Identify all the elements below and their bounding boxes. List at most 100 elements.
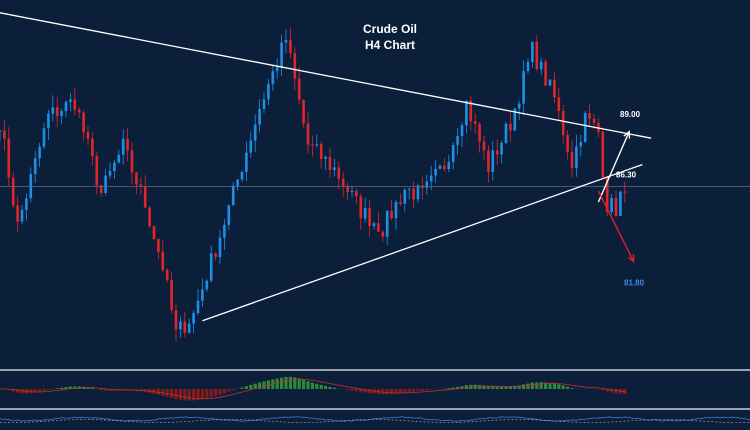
candle-body [425, 181, 429, 188]
candle-body [245, 152, 248, 172]
macd-bar [526, 383, 530, 389]
candle-body [16, 205, 19, 222]
candle-body [557, 97, 561, 111]
candle-body [95, 156, 99, 186]
candle-body [513, 108, 517, 131]
candle-body [258, 108, 261, 125]
macd-bar [174, 389, 178, 400]
candle-body [394, 202, 398, 219]
macd-bar [530, 382, 534, 389]
candle-body [157, 239, 160, 252]
candle-body [566, 135, 569, 152]
macd-bar [610, 389, 614, 393]
candle-body [240, 171, 244, 180]
macd-bar [244, 386, 248, 389]
macd-bar [156, 389, 160, 395]
macd-bar [64, 387, 68, 389]
candle-body [249, 140, 253, 153]
macd-bar [535, 382, 539, 389]
candle-body [372, 223, 376, 227]
candle-body [544, 61, 547, 86]
candle-body [126, 138, 129, 151]
candle-body [460, 125, 464, 137]
candle-body [575, 146, 578, 169]
macd-bar [425, 389, 429, 391]
candle-body [231, 185, 235, 206]
candle-body [25, 198, 28, 210]
macd-bar [275, 378, 279, 389]
candle-body [588, 113, 591, 119]
candle-body [368, 208, 371, 227]
candle-body [350, 191, 354, 193]
candle-body [487, 150, 490, 172]
candle-body [447, 161, 451, 170]
candle-body [3, 130, 6, 139]
candle-body [33, 158, 37, 175]
macd-bar [258, 382, 262, 389]
macd-bar [403, 389, 407, 393]
macd-bar [566, 386, 570, 389]
candles-layer [0, 28, 627, 342]
candle-body [509, 123, 512, 131]
macd-bar [108, 389, 112, 391]
candle-body [407, 188, 411, 190]
level-label-89: 89.00 [620, 110, 641, 119]
macd-bar [416, 389, 420, 392]
arrow-head [623, 130, 631, 139]
candle-body [20, 209, 24, 222]
macd-bar [196, 389, 200, 400]
candle-body [152, 226, 156, 240]
candle-body [73, 99, 77, 110]
candle-body [91, 138, 94, 157]
candle-body [174, 310, 178, 330]
macd-bar [346, 389, 350, 391]
macd-bar [200, 389, 204, 400]
candle-body [429, 175, 433, 182]
candle-body [619, 191, 622, 216]
macd-bar [302, 379, 306, 389]
macd-bar [350, 389, 354, 391]
candle-body [64, 101, 68, 111]
candle-body [77, 109, 81, 113]
candle-body [104, 175, 107, 193]
macd-bar [183, 389, 187, 401]
macd-bar [73, 386, 77, 389]
candle-body [280, 42, 283, 68]
candle-body [328, 156, 332, 170]
macd-bar [407, 389, 411, 392]
macd-bar [359, 389, 363, 393]
candle-body [55, 107, 59, 117]
candle-body [522, 71, 525, 104]
candle-body [271, 71, 275, 85]
candle-body [289, 40, 292, 54]
candle-body [209, 253, 213, 281]
macd-bar [486, 386, 490, 389]
candle-body [117, 154, 121, 163]
macd-bar [231, 389, 235, 391]
macd-bar [451, 387, 455, 389]
candle-body [293, 53, 297, 79]
macd-bar [214, 389, 218, 396]
candle-body [183, 321, 187, 333]
macd-bar [544, 382, 548, 389]
candle-body [443, 165, 446, 170]
candle-body [570, 151, 574, 169]
bearish-arrow [597, 190, 635, 263]
candle-body [223, 224, 226, 238]
candle-body [319, 144, 323, 159]
candle-body [236, 179, 239, 186]
macd-bar [99, 389, 103, 391]
candle-body [11, 177, 15, 206]
macd-bar [328, 387, 332, 389]
arrow-head [627, 254, 635, 263]
candle-body [548, 79, 552, 86]
macd-bar [363, 389, 367, 393]
candle-body [82, 112, 85, 133]
candle-body [495, 150, 499, 155]
macd-bar [288, 376, 292, 389]
candle-body [108, 170, 112, 176]
macd-bar [324, 385, 328, 389]
macd-bar [297, 378, 301, 389]
candle-body [42, 128, 46, 147]
